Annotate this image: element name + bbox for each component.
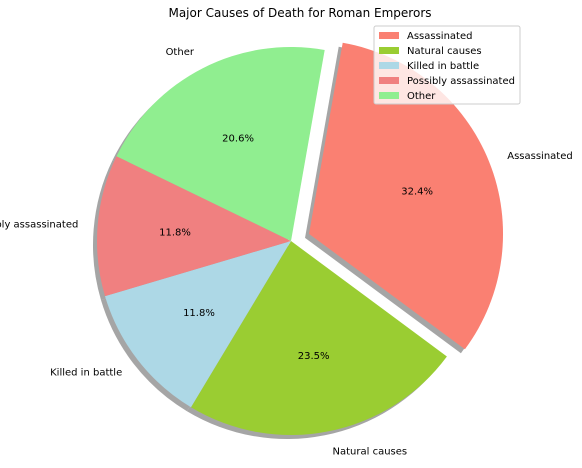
- percent-label-possibly-assassinated: 11.8%: [159, 227, 191, 238]
- percent-label-natural-causes: 23.5%: [298, 351, 330, 362]
- slice-killed-in-battle: [105, 241, 291, 408]
- legend-swatch-possibly-assassinated: [379, 77, 399, 84]
- slice-label-possibly-assassinated: Possibly assassinated: [0, 220, 78, 231]
- percent-label-other: 20.6%: [222, 133, 254, 144]
- legend-swatch-killed-in-battle: [379, 62, 399, 69]
- slice-label-assassinated: Assassinated: [507, 151, 572, 162]
- legend-swatch-other: [379, 92, 399, 99]
- pie-slices: [96, 42, 504, 435]
- slice-label-other: Other: [166, 47, 195, 58]
- percent-label-assassinated: 32.4%: [401, 187, 433, 198]
- legend-swatch-assassinated: [379, 32, 399, 39]
- chart-title: Major Causes of Death for Roman Emperors: [168, 6, 431, 20]
- legend-label-possibly-assassinated: Possibly assassinated: [407, 76, 515, 87]
- slice-label-killed-in-battle: Killed in battle: [50, 368, 122, 379]
- legend-items: Assassinated Natural causes Killed in batt…: [379, 31, 515, 102]
- slice-labels: Assassinated Natural causes Killed in batt…: [0, 47, 573, 457]
- legend-frame: [373, 25, 521, 105]
- slice-assassinated: [309, 42, 504, 350]
- percent-labels: 32.4% 23.5% 11.8% 11.8% 20.6%: [159, 133, 433, 362]
- legend-label-natural-causes: Natural causes: [407, 46, 482, 57]
- legend-label-assassinated: Assassinated: [407, 31, 472, 42]
- percent-label-killed-in-battle: 11.8%: [183, 308, 215, 319]
- slice-possibly-assassinated: [96, 156, 291, 297]
- slice-natural-causes: [190, 241, 447, 435]
- slice-label-natural-causes: Natural causes: [333, 446, 408, 457]
- legend-label-other: Other: [407, 91, 436, 102]
- legend: Assassinated Natural causes Killed in batt…: [373, 25, 521, 105]
- legend-swatch-natural-causes: [379, 47, 399, 54]
- slice-other: [116, 46, 325, 241]
- legend-label-killed-in-battle: Killed in battle: [407, 61, 479, 72]
